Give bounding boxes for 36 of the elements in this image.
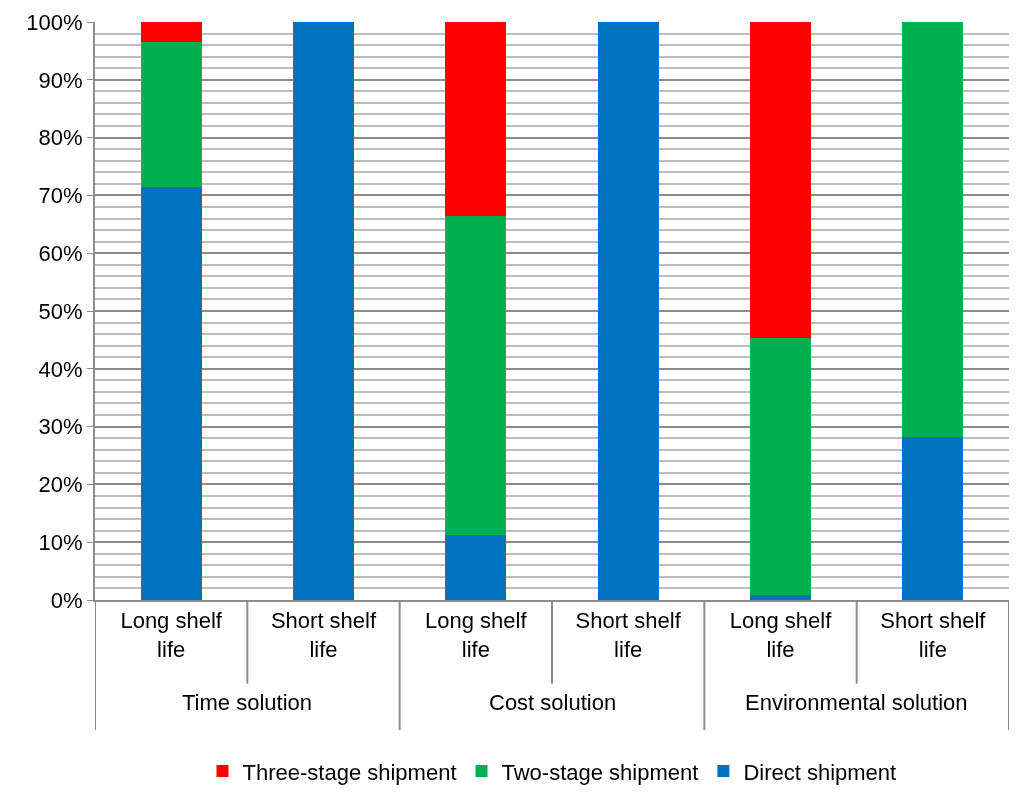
bar [445, 215, 507, 535]
y-tick-label: 90% [38, 67, 83, 93]
text: Environmental solution [745, 690, 968, 715]
y-tick-label: 30% [38, 414, 83, 440]
bar [140, 42, 202, 188]
x-tick-label: Short shelf life [880, 608, 987, 662]
x-tick-label: Long shelf life [729, 608, 833, 662]
text: Time solution [182, 690, 313, 715]
y-tick-label: 40% [38, 356, 83, 382]
bar [445, 22, 507, 216]
x-tick-label: Long shelf life [425, 608, 528, 662]
y-tick-label: 60% [38, 240, 83, 266]
x-tick-label: Short shelf life [575, 608, 682, 662]
bar [140, 187, 202, 600]
y-tick-label: 50% [38, 298, 83, 324]
legend-label: Direct shipment [743, 759, 897, 785]
bar [445, 534, 507, 600]
bar [902, 437, 964, 600]
bar [902, 22, 964, 437]
legend-label: Three-stage shipment [242, 759, 457, 785]
y-tick-label: 0% [50, 587, 83, 613]
bar [140, 22, 202, 43]
text: Cost solution [489, 690, 617, 715]
y-tick-label: 100% [26, 9, 83, 35]
y-tick-label: 70% [38, 183, 83, 209]
x-tick-label: Short shelf life [270, 608, 377, 662]
bar [597, 22, 659, 600]
y-tick-label: 10% [38, 529, 83, 555]
bar [750, 595, 811, 600]
legend-label: Two-stage shipment [501, 759, 699, 785]
y-tick-label: 80% [38, 125, 83, 151]
x-tick-label: Long shelf life [120, 608, 223, 662]
bar [750, 22, 811, 339]
bar [293, 22, 354, 600]
y-tick-label: 20% [38, 472, 83, 498]
bar [750, 338, 811, 596]
